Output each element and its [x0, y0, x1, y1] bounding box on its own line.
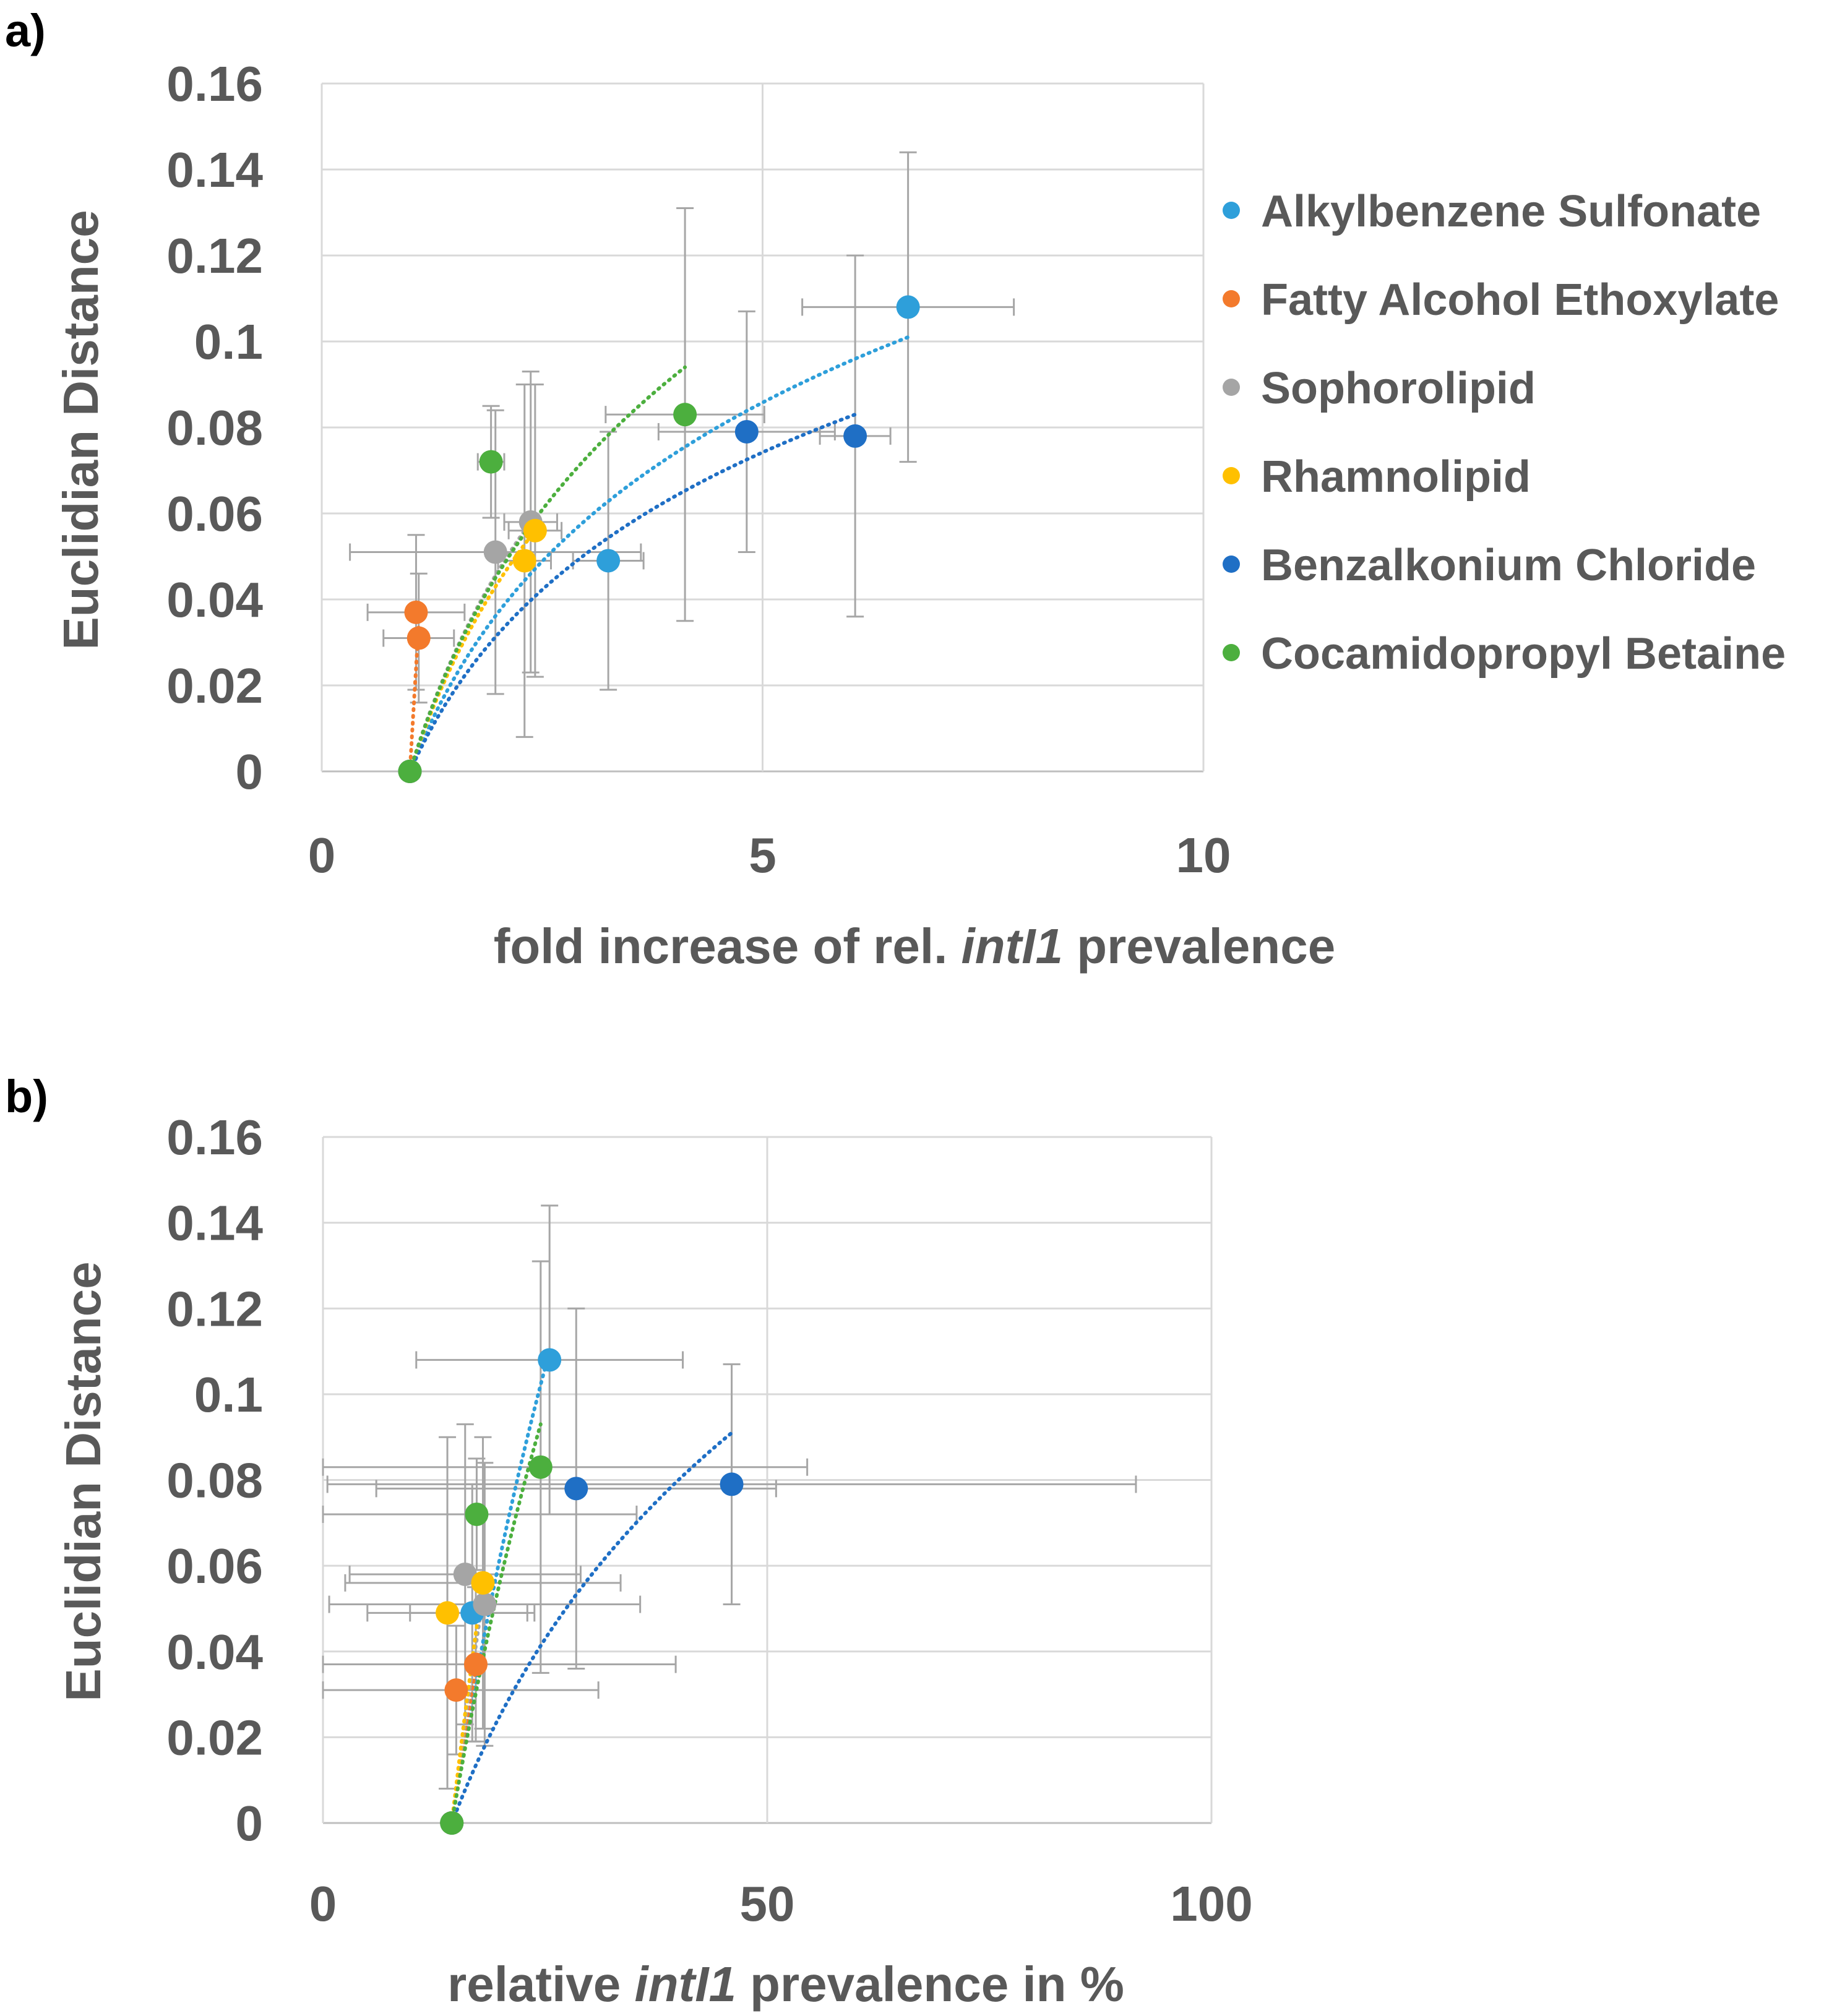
panel-a-point-cocamidopropyl-betaine [673, 403, 697, 427]
legend-label-cocamidopropyl-betaine: Cocamidopropyl Betaine [1261, 629, 1786, 679]
legend-label-benzalkonium-chloride: Benzalkonium Chloride [1261, 541, 1756, 590]
panel-b-trendline-benzalkonium-chloride [450, 1431, 734, 1825]
panel-b-point-rhamnolipid [471, 1571, 495, 1595]
panel-b-point-benzalkonium-chloride [720, 1472, 744, 1496]
panel-b-x-title-part-1: relative [447, 1957, 634, 2012]
panel-b-trendline-cocamidopropyl-betaine [450, 1422, 543, 1825]
legend-marker-sophorolipid [1223, 379, 1240, 396]
legend-label-rhamnolipid: Rhamnolipid [1261, 452, 1531, 502]
panel-a-y-tick-label: 0.12 [166, 228, 263, 283]
panel-b-x-ticks: 0 50 100 [309, 1876, 1253, 1931]
panel-a-point-alkylbenzene-sulfonate [896, 295, 920, 319]
panel-b-trendline-alkylbenzene-sulfonate [450, 1349, 552, 1825]
panel-b-x-title-gene: intI1 [635, 1957, 736, 2012]
panel-a-point-rhamnolipid [523, 518, 547, 543]
panel-b-x-axis-title: relative intI1 prevalence in % [447, 1957, 1124, 2012]
panel-a-letter: a) [5, 5, 46, 56]
panel-a-x-title-part-3: prevalence [1063, 919, 1335, 974]
panel-b-point-cocamidopropyl-betaine [440, 1811, 464, 1835]
panel-b: b) 0 0.02 0.04 0.06 0.08 0.1 0.12 0.14 0.16 0 50 1… [5, 1071, 1253, 2012]
panel-a-y-axis-title: Euclidian Distance [53, 210, 108, 650]
panel-a-x-axis-title: fold increase of rel. intI1 prevalence [494, 919, 1336, 974]
panel-a: a) 0 0.02 0.04 0.06 0.08 0.1 0.12 0.14 0.16 0 5 10… [5, 5, 1786, 974]
panel-a-x-tick-label: 5 [749, 828, 776, 883]
panel-a-point-cocamidopropyl-betaine [479, 450, 503, 474]
legend-label-fatty-alcohol-ethoxylate: Fatty Alcohol Ethoxylate [1261, 275, 1779, 325]
panel-b-point-sophorolipid [453, 1562, 477, 1586]
panel-b-point-alkylbenzene-sulfonate [538, 1348, 562, 1372]
panel-b-grid [322, 1136, 1213, 1824]
panel-b-y-tick-label: 0.14 [166, 1196, 263, 1251]
panel-b-y-axis-title: Euclidian Distance [56, 1261, 111, 1701]
panel-b-y-tick-label: 0.08 [166, 1453, 263, 1508]
panel-b-x-tick-label: 50 [740, 1876, 795, 1931]
legend: Alkylbenzene Sulfonate Fatty Alcohol Etho… [1223, 187, 1786, 679]
panel-a-y-tick-label: 0.02 [166, 658, 263, 713]
panel-b-x-title-part-3: prevalence in % [736, 1957, 1124, 2012]
legend-marker-benzalkonium-chloride [1223, 555, 1240, 573]
panel-a-trendline-benzalkonium-chloride [408, 413, 858, 773]
panel-b-x-tick-label: 0 [309, 1876, 337, 1931]
panel-a-point-benzalkonium-chloride [843, 424, 867, 448]
panel-a-y-tick-label: 0.04 [166, 572, 263, 627]
panel-a-x-tick-label: 0 [308, 828, 336, 883]
legend-marker-rhamnolipid [1223, 467, 1240, 484]
panel-a-x-title-part-1: fold increase of rel. [494, 919, 961, 974]
panel-a-x-ticks: 0 5 10 [308, 828, 1231, 883]
panel-a-point-rhamnolipid [512, 549, 536, 573]
panel-a-point-benzalkonium-chloride [734, 419, 759, 444]
panel-a-x-title-gene: intI1 [961, 919, 1063, 974]
panel-b-y-ticks: 0 0.02 0.04 0.06 0.08 0.1 0.12 0.14 0.16 [166, 1110, 263, 1851]
panel-b-points [436, 1348, 744, 1835]
panel-b-y-tick-label: 0 [236, 1796, 264, 1851]
panel-a-y-ticks: 0 0.02 0.04 0.06 0.08 0.1 0.12 0.14 0.16 [166, 56, 263, 799]
panel-b-error-bars [322, 1204, 1137, 1790]
panel-b-y-tick-label: 0.12 [166, 1281, 263, 1336]
panel-b-point-rhamnolipid [436, 1601, 460, 1625]
panel-b-x-tick-label: 100 [1170, 1876, 1252, 1931]
panel-b-point-benzalkonium-chloride [564, 1477, 588, 1501]
panel-b-y-tick-label: 0.16 [166, 1110, 263, 1165]
panel-b-y-tick-label: 0.02 [166, 1710, 263, 1765]
panel-a-trendlines [408, 335, 910, 773]
legend-label-sophorolipid: Sophorolipid [1261, 364, 1536, 413]
panel-b-point-cocamidopropyl-betaine [528, 1455, 553, 1479]
panel-a-point-cocamidopropyl-betaine [398, 760, 422, 783]
panel-a-grid [320, 82, 1205, 773]
panel-a-point-sophorolipid [483, 540, 507, 564]
panel-b-y-tick-label: 0.06 [166, 1538, 263, 1593]
legend-marker-fatty-alcohol-ethoxylate [1223, 290, 1240, 307]
panel-a-error-bars [349, 151, 1015, 738]
panel-a-y-tick-label: 0 [236, 744, 264, 799]
panel-a-y-tick-label: 0.16 [166, 56, 263, 111]
panel-a-point-alkylbenzene-sulfonate [596, 549, 621, 573]
panel-a-points [398, 295, 920, 783]
panel-a-y-tick-label: 0.06 [166, 486, 263, 541]
panel-a-point-fatty-alcohol-ethoxylate [407, 626, 431, 650]
panel-a-y-tick-label: 0.1 [194, 314, 263, 369]
legend-marker-cocamidopropyl-betaine [1223, 644, 1240, 661]
panel-b-letter: b) [5, 1071, 48, 1122]
panel-b-point-fatty-alcohol-ethoxylate [463, 1652, 488, 1676]
panel-a-y-tick-label: 0.08 [166, 400, 263, 455]
panel-b-point-fatty-alcohol-ethoxylate [444, 1678, 468, 1702]
panel-b-y-tick-label: 0.1 [194, 1367, 263, 1422]
panel-b-point-cocamidopropyl-betaine [465, 1502, 489, 1526]
panel-a-trendline-alkylbenzene-sulfonate [408, 335, 910, 773]
panel-b-y-tick-label: 0.04 [166, 1624, 263, 1679]
panel-a-point-fatty-alcohol-ethoxylate [404, 600, 428, 624]
legend-label-alkylbenzene-sulfonate: Alkylbenzene Sulfonate [1261, 187, 1761, 236]
panel-a-y-tick-label: 0.14 [166, 142, 263, 197]
legend-marker-alkylbenzene-sulfonate [1223, 202, 1240, 219]
panel-a-x-tick-label: 10 [1176, 828, 1231, 883]
panel-b-point-sophorolipid [473, 1592, 497, 1616]
panel-a-trendline-cocamidopropyl-betaine [408, 365, 687, 773]
